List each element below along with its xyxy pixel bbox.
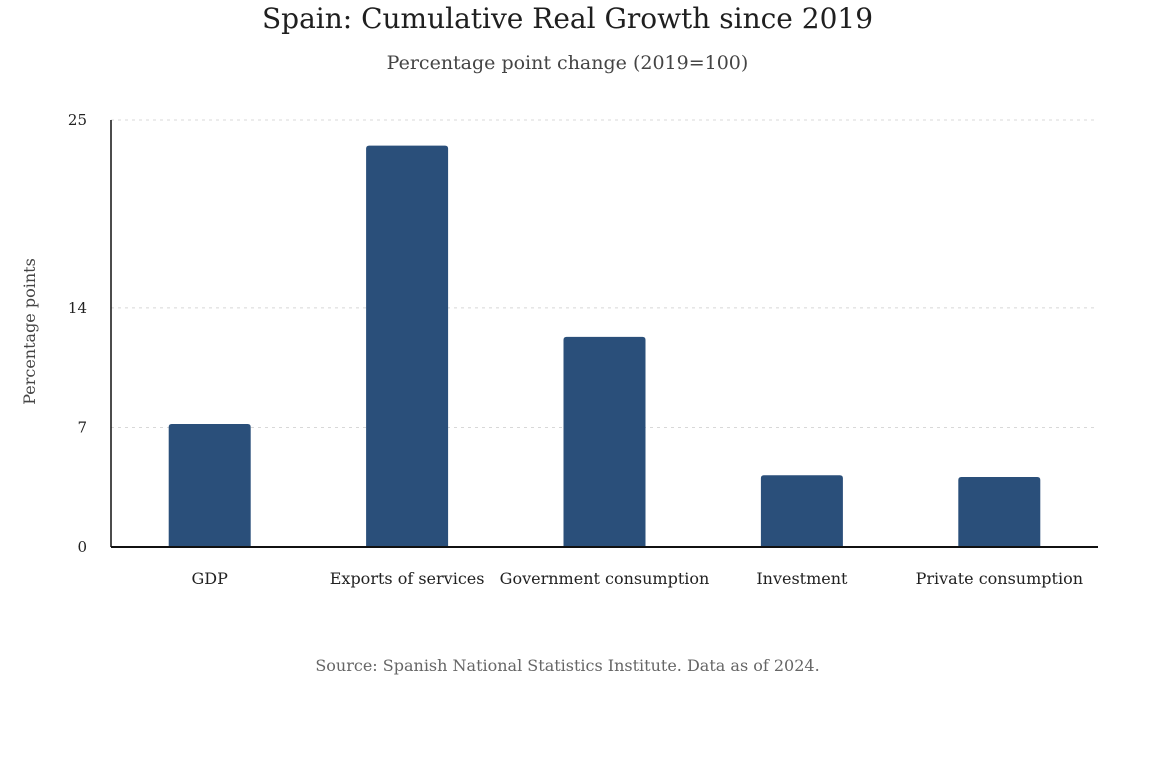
- y-tick-labels: 0 7 14 25: [68, 111, 87, 556]
- x-category-label: Government consumption: [500, 569, 710, 588]
- bar-investment: [760, 475, 843, 547]
- axes: [110, 120, 1098, 548]
- y-axis-title: Percentage points: [20, 258, 39, 405]
- chart-title: Spain: Cumulative Real Growth since 2019: [261, 2, 874, 35]
- x-category-label: Investment: [756, 569, 848, 588]
- bars: [168, 145, 1041, 547]
- bar-government-consumption: [563, 336, 646, 547]
- x-category-labels: GDP Exports of services Government consump…: [192, 569, 1083, 588]
- bar-gdp: [168, 424, 251, 547]
- y-tick-label: 14: [68, 299, 87, 317]
- y-tick-label: 25: [68, 111, 87, 129]
- x-category-label: Private consumption: [916, 569, 1083, 588]
- chart-subtitle: Percentage point change (2019=100): [386, 52, 749, 74]
- bar-exports-of-services: [366, 145, 449, 547]
- x-category-label: Exports of services: [330, 569, 485, 588]
- bar-private-consumption: [958, 476, 1041, 547]
- source-note: Source: Spanish National Statistics Inst…: [315, 656, 820, 675]
- x-category-label: GDP: [192, 569, 229, 588]
- y-tick-label: 7: [77, 418, 87, 436]
- y-tick-label: 0: [77, 538, 87, 556]
